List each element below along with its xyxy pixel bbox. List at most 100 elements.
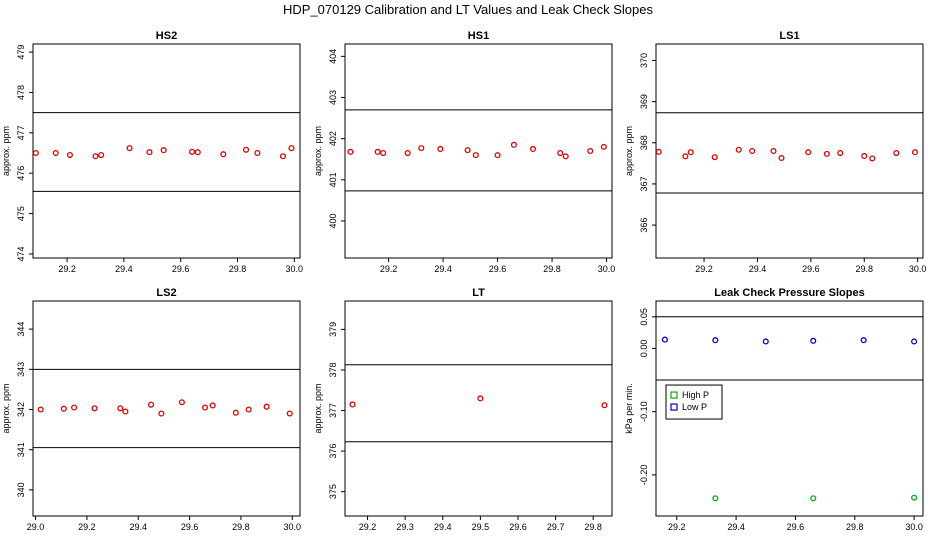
y-tick-label: 369 [639,94,649,109]
data-point [158,410,165,417]
data-point [661,336,668,343]
y-tick-label: 376 [328,444,338,459]
figure-title: HDP_070129 Calibration and LT Values and… [282,2,654,17]
y-tick-label: 366 [639,218,649,233]
y-tick-label: -0.10 [639,401,649,422]
data-point [220,151,227,158]
data-point [66,151,73,159]
data-point [529,145,537,152]
y-axis-label: approx. ppm [313,126,323,176]
plot-frame [655,300,924,517]
x-tick-label: 29.8 [855,264,873,274]
legend-box [665,384,723,420]
x-tick-label: 29.6 [181,522,199,532]
data-point [347,148,354,155]
panel-title: HS2 [156,30,177,42]
data-point [146,149,153,156]
legend-label: High P [682,390,709,400]
x-tick-label: 29.6 [802,264,820,274]
y-tick-label: 378 [328,362,338,377]
data-point [562,153,569,160]
data-point [601,402,608,409]
x-tick-label: 29.4 [129,522,147,532]
data-point [418,145,425,152]
x-tick-label: 30.0 [905,522,923,532]
x-tick-label: 29.6 [509,522,527,532]
x-tick-label: 30.0 [284,522,302,532]
data-point [712,495,719,502]
data-point [404,150,411,157]
x-tick-label: 29.8 [543,264,561,274]
y-tick-label: 475 [16,206,26,221]
data-point [893,150,900,157]
data-point [655,148,662,155]
x-tick-label: 30.0 [909,264,927,274]
data-point [472,152,479,159]
data-point [869,155,876,162]
data-point [52,149,59,157]
data-point [117,405,124,412]
plot-frame [344,300,613,517]
data-point [60,405,67,412]
data-point [437,145,444,152]
data-point [510,141,517,148]
data-point [209,402,216,409]
y-tick-label: 379 [328,322,338,337]
y-tick-label: 368 [639,135,649,150]
legend-swatch [670,403,678,411]
plot-frame [344,43,613,259]
data-point [160,147,167,154]
data-point [286,410,293,417]
panel-title: LS2 [156,287,176,299]
y-axis-label: approx. ppm [1,126,11,176]
y-tick-label: 403 [328,90,338,105]
data-point [380,150,387,157]
y-tick-label: 479 [16,45,26,60]
data-point [911,149,919,156]
y-tick-label: 375 [328,484,338,499]
y-tick-label: 342 [16,402,26,417]
x-tick-label: 29.2 [359,522,377,532]
x-tick-label: 29.6 [172,264,190,274]
x-tick-label: 29.0 [27,522,45,532]
x-tick-label: 29.4 [749,264,767,274]
x-tick-label: 29.3 [396,522,414,532]
x-tick-label: 29.2 [78,522,96,532]
x-tick-label: 29.5 [472,522,490,532]
data-point [687,149,694,156]
data-point [464,147,471,154]
data-point [600,143,607,150]
x-tick-label: 29.8 [846,522,864,532]
y-tick-label: 474 [16,246,26,261]
panel-title: LT [472,287,485,299]
data-point [349,401,356,408]
x-tick-label: 29.8 [232,522,250,532]
data-point [587,147,594,155]
data-point [288,145,295,152]
data-point [682,153,689,160]
data-point [712,337,719,344]
data-point [823,150,830,157]
y-tick-label: 401 [328,172,338,187]
data-point [32,149,39,157]
data-point [837,150,844,157]
y-tick-label: 343 [16,362,26,377]
data-point [245,406,252,413]
x-tick-label: 29.8 [584,522,602,532]
data-point [126,145,133,152]
data-point [735,146,742,153]
data-point [911,338,918,345]
x-tick-label: 29.2 [695,264,713,274]
y-tick-label: 400 [328,213,338,228]
x-tick-label: 29.2 [668,522,686,532]
panel-1: HS1 approx. ppm 29.2 29.4 29.6 29.8 30.0 400 401… [313,30,615,274]
y-tick-label: 402 [328,131,338,146]
y-tick-label: 404 [328,49,338,64]
data-point [805,149,812,156]
data-point [242,146,250,153]
panel-title: Leak Check Pressure Slopes [714,287,864,299]
data-point [810,495,817,502]
data-point [477,395,484,402]
y-tick-label: 344 [16,322,26,337]
data-point [494,152,501,159]
